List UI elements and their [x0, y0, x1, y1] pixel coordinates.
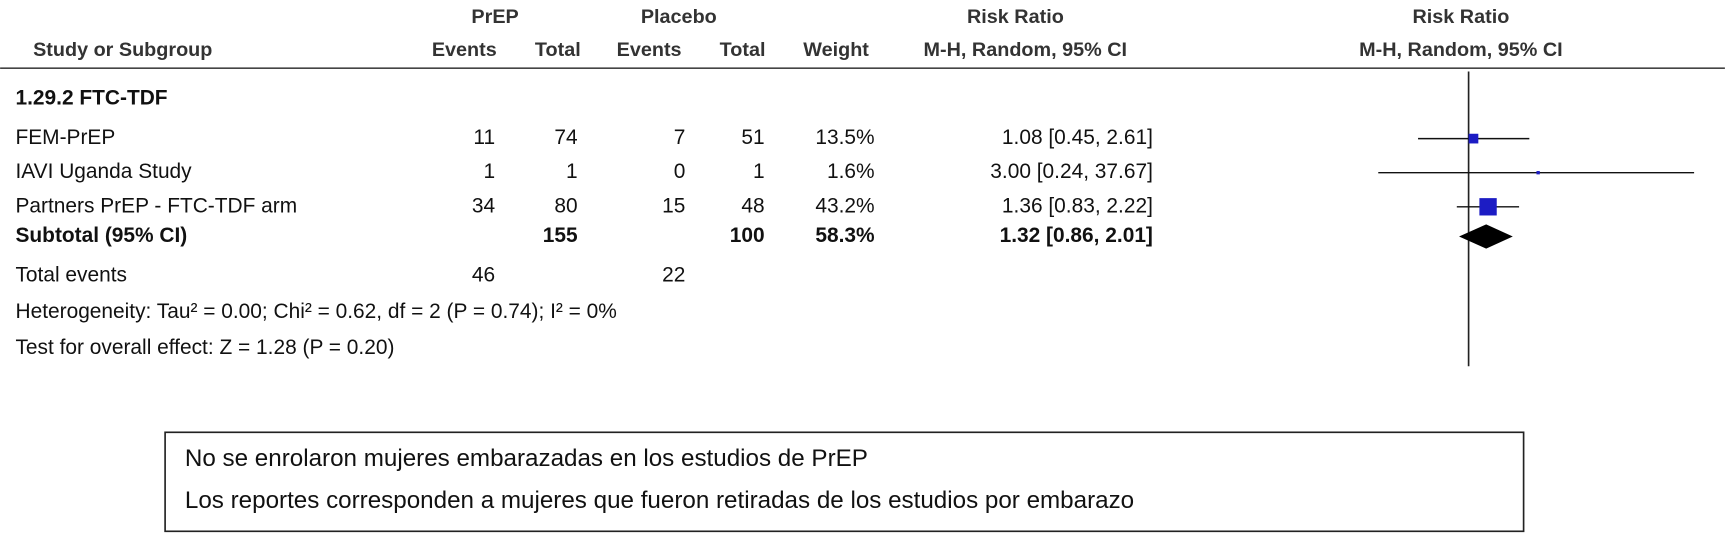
cell: 51 — [741, 126, 764, 149]
cell: 0 — [674, 160, 686, 183]
cell: 22 — [662, 264, 685, 287]
header-text: Risk Ratio — [967, 6, 1064, 28]
cell: 1 — [566, 160, 578, 183]
cell: 46 — [472, 264, 495, 287]
cell: 155 — [543, 224, 578, 247]
study-square — [1468, 133, 1479, 144]
cell: 1.36 [0.83, 2.22] — [1002, 194, 1153, 217]
heterogeneity: Heterogeneity: Tau² = 0.00; Chi² = 0.62,… — [16, 300, 617, 323]
note-line: No se enrolaron mujeres embarazadas en l… — [185, 445, 868, 472]
cell: 100 — [730, 224, 765, 247]
header-text: Total — [535, 39, 581, 61]
cell: 58.3% — [815, 224, 875, 247]
header-text: Placebo — [641, 6, 717, 28]
header-text: Total — [720, 39, 766, 61]
plot-area — [1378, 71, 1695, 367]
header-text: Risk Ratio — [1412, 6, 1509, 28]
study-name: IAVI Uganda Study — [16, 160, 193, 183]
summary-diamond — [1459, 224, 1513, 249]
cell: 15 — [662, 194, 685, 217]
note-box — [164, 431, 1525, 533]
header-text: M-H, Random, 95% CI — [1359, 39, 1563, 61]
subgroup-title: 1.29.2 FTC-TDF — [16, 87, 168, 110]
cell: 11 — [473, 126, 495, 149]
cell: 74 — [554, 126, 577, 149]
subtotal-name: Subtotal (95% CI) — [16, 224, 188, 247]
study-name: Partners PrEP - FTC-TDF arm — [16, 194, 298, 217]
cell: 1.32 [0.86, 2.01] — [1000, 224, 1153, 247]
study-square — [1536, 171, 1540, 175]
study-name: FEM-PrEP — [16, 126, 116, 149]
cell: 80 — [554, 194, 577, 217]
header-text: PrEP — [471, 6, 518, 28]
cell: 1.08 [0.45, 2.61] — [1002, 126, 1153, 149]
cell: 1 — [753, 160, 765, 183]
cell: 13.5% — [815, 126, 874, 149]
header-text: Events — [432, 39, 497, 61]
cell: 1 — [483, 160, 495, 183]
header-text: Study or Subgroup — [33, 39, 212, 61]
study-square — [1479, 198, 1497, 216]
cell: 3.00 [0.24, 37.67] — [990, 160, 1153, 183]
header-text: Weight — [803, 39, 869, 61]
cell: 43.2% — [815, 194, 874, 217]
total-events-label: Total events — [16, 264, 127, 287]
cell: 34 — [472, 194, 495, 217]
note-line: Los reportes corresponden a mujeres que … — [185, 487, 1134, 514]
header-text: Events — [617, 39, 682, 61]
cell: 1.6% — [827, 160, 875, 183]
overall-effect: Test for overall effect: Z = 1.28 (P = 0… — [16, 336, 395, 359]
cell: 48 — [741, 194, 764, 217]
header-text: M-H, Random, 95% CI — [924, 39, 1128, 61]
cell: 7 — [674, 126, 686, 149]
